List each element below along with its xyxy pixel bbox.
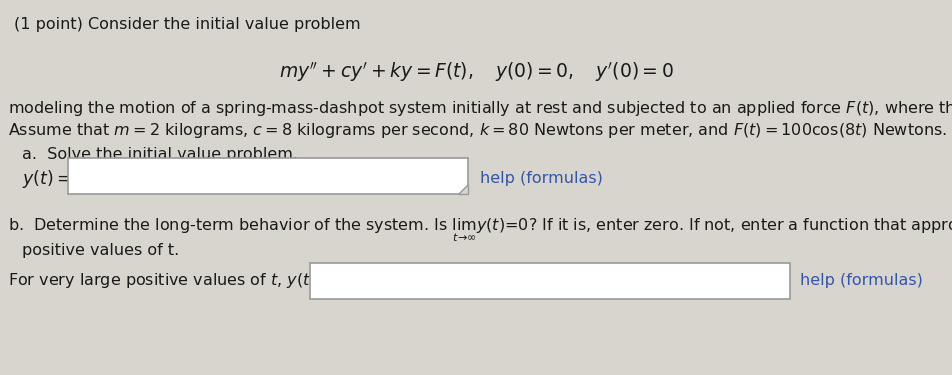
Text: b.  Determine the long-term behavior of the system. Is $\lim_{t \to \infty} y(t): b. Determine the long-term behavior of t…	[8, 217, 952, 244]
Text: modeling the motion of a spring-mass-dashpot system initially at rest and subjec: modeling the motion of a spring-mass-das…	[8, 99, 952, 118]
Polygon shape	[458, 184, 468, 194]
Text: (1 point) Consider the initial value problem: (1 point) Consider the initial value pro…	[14, 17, 361, 32]
Text: For very large positive values of $t$, $y(t) \approx$: For very large positive values of $t$, $…	[8, 272, 332, 291]
Text: $y(t) =$: $y(t) =$	[22, 168, 71, 190]
Text: Assume that $m = 2$ kilograms, $c = 8$ kilograms per second, $k = 80$ Newtons pe: Assume that $m = 2$ kilograms, $c = 8$ k…	[8, 121, 947, 140]
Bar	[68, 158, 468, 194]
Text: $my'' + cy' + ky = F(t), \quad y(0) = 0, \quad y'(0) = 0$: $my'' + cy' + ky = F(t), \quad y(0) = 0,…	[279, 60, 673, 84]
Bar	[310, 263, 790, 299]
Text: positive values of t.: positive values of t.	[22, 243, 179, 258]
Text: help (formulas): help (formulas)	[800, 273, 922, 288]
Text: help (formulas): help (formulas)	[480, 171, 603, 186]
Text: a.  Solve the initial value problem.: a. Solve the initial value problem.	[22, 147, 298, 162]
